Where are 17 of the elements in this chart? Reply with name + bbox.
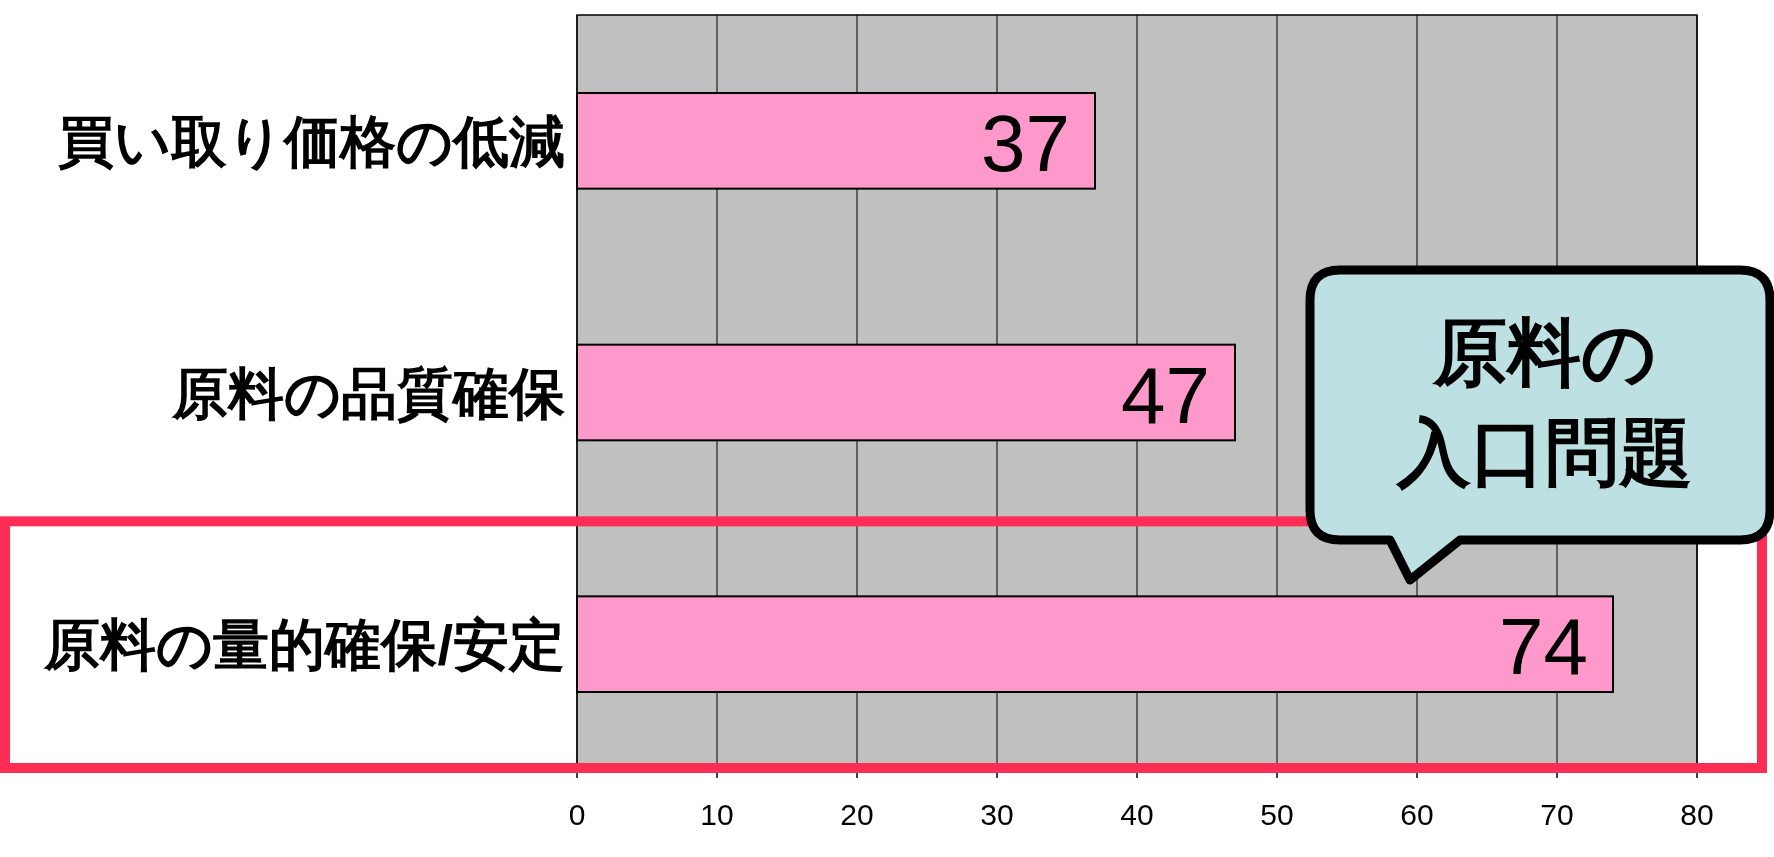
x-tick-label: 40 <box>1120 798 1154 831</box>
data-label: 74 <box>1499 602 1588 692</box>
x-tick-label: 20 <box>840 798 874 831</box>
annotation: 原料の <box>1431 311 1657 394</box>
x-tick-label: 0 <box>568 798 586 831</box>
x-tick-label: 60 <box>1400 798 1434 831</box>
y-tick-label: 買い取り価格の低減 <box>58 109 565 173</box>
y-tick-label: 原料の品質確保 <box>171 361 566 425</box>
x-tick-label: 50 <box>1260 798 1294 831</box>
data-label: 47 <box>1121 350 1210 440</box>
x-tick-label: 30 <box>980 798 1014 831</box>
x-tick-label: 70 <box>1540 798 1574 831</box>
y-tick-label: 原料の量的確保/安定 <box>43 613 565 677</box>
x-tick-label: 10 <box>700 798 734 831</box>
annotation: 入口問題 <box>1395 411 1693 494</box>
x-tick-label: 80 <box>1680 798 1714 831</box>
data-label: 37 <box>981 98 1070 188</box>
